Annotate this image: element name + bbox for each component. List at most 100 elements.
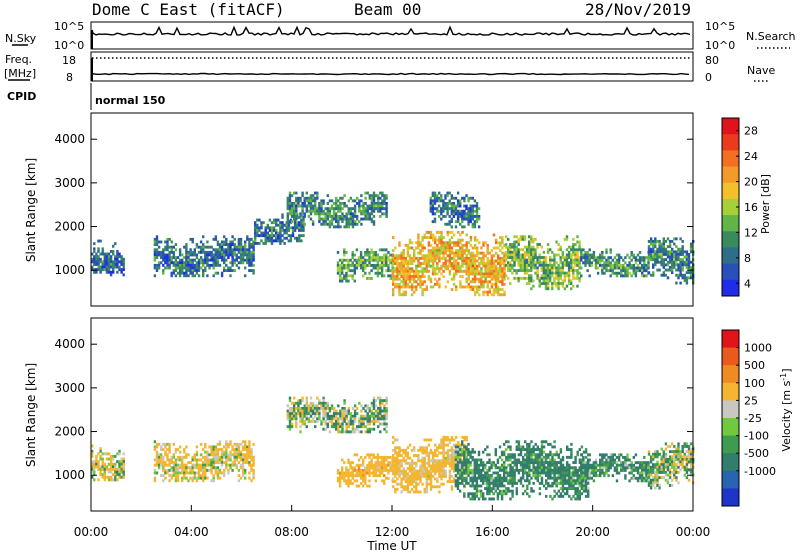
- echo-cell: [93, 478, 96, 482]
- echo-cell: [438, 259, 441, 263]
- echo-cell: [465, 455, 468, 459]
- echo-cell: [208, 250, 211, 254]
- echo-cell: [471, 204, 474, 208]
- echo-cell: [450, 204, 453, 208]
- echo-cell: [118, 465, 121, 469]
- echo-cell: [438, 209, 441, 213]
- echo-cell: [641, 274, 644, 278]
- echo-cell: [396, 472, 399, 476]
- echo-cell: [647, 271, 651, 275]
- echo-cell: [673, 260, 676, 264]
- echo-cell: [295, 414, 298, 418]
- echo-cell: [415, 280, 418, 284]
- echo-cell: [275, 239, 278, 243]
- echo-cell: [176, 471, 180, 475]
- echo-cell: [624, 274, 627, 278]
- echo-cell: [206, 250, 209, 254]
- echo-cell: [580, 251, 583, 254]
- echo-cell: [469, 204, 472, 208]
- echo-cell: [239, 463, 243, 467]
- echo-cell: [452, 277, 456, 281]
- echo-cell: [322, 414, 325, 418]
- echo-cell: [210, 450, 213, 454]
- echo-cell: [440, 194, 443, 198]
- echo-cell: [421, 451, 424, 455]
- echo-cell: [343, 471, 346, 475]
- echo-cell: [652, 255, 655, 259]
- echo-cell: [440, 217, 443, 221]
- echo-cell: [525, 250, 529, 254]
- echo-cell: [206, 461, 209, 464]
- echo-cell: [157, 261, 161, 265]
- echo-cell: [248, 476, 251, 480]
- echo-cell: [469, 453, 472, 457]
- echo-cell: [246, 453, 249, 457]
- echo-cell: [415, 474, 418, 478]
- echo-cell: [586, 269, 589, 273]
- echo-cell: [440, 459, 443, 463]
- echo-cell: [214, 256, 217, 259]
- echo-cell: [318, 207, 321, 211]
- echo-cell: [425, 451, 428, 455]
- echo-cell: [394, 259, 397, 263]
- echo-cell: [392, 485, 395, 489]
- echo-cell: [343, 266, 346, 270]
- echo-cell: [429, 485, 433, 489]
- echo-cell: [227, 442, 230, 446]
- echo-cell: [486, 267, 489, 271]
- echo-cell: [413, 448, 416, 452]
- echo-cell: [212, 458, 215, 462]
- echo-cell: [436, 230, 439, 234]
- echo-cell: [559, 282, 562, 285]
- echo-cell: [351, 482, 354, 485]
- echo-cell: [191, 258, 194, 262]
- echo-cell: [372, 420, 376, 423]
- echo-cell: [114, 475, 117, 479]
- echo-cell: [398, 464, 401, 468]
- echo-cell: [374, 409, 378, 413]
- echo-cell: [212, 461, 215, 464]
- echo-cell: [295, 199, 298, 203]
- echo-cell: [660, 273, 663, 277]
- freq-trace: [91, 72, 690, 76]
- echo-cell: [455, 454, 458, 457]
- echo-cell: [366, 453, 369, 457]
- echo-cell: [538, 284, 541, 288]
- echo-cell: [538, 261, 541, 265]
- echo-cell: [638, 261, 642, 265]
- echo-cell: [185, 274, 188, 278]
- echo-cell: [189, 261, 192, 265]
- echo-cell: [225, 240, 228, 244]
- echo-cell: [477, 471, 481, 475]
- echo-cell: [231, 243, 234, 246]
- echo-cell: [446, 209, 449, 213]
- echo-cell: [503, 463, 506, 467]
- echo-cell: [400, 285, 403, 289]
- echo-cell: [461, 243, 464, 247]
- echo-cell: [95, 255, 98, 259]
- echo-cell: [296, 239, 299, 243]
- echo-cell: [107, 268, 111, 272]
- echo-cell: [341, 220, 344, 224]
- echo-cell: [473, 262, 477, 265]
- echo-cell: [364, 479, 367, 483]
- echo-cell: [400, 267, 403, 271]
- echo-cell: [320, 407, 323, 410]
- echo-cell: [557, 253, 560, 257]
- echo-cell: [427, 451, 431, 455]
- echo-cell: [408, 275, 412, 278]
- echo-cell: [532, 245, 535, 249]
- echo-cell: [617, 256, 621, 260]
- echo-cell: [444, 464, 447, 468]
- echo-cell: [362, 258, 365, 262]
- echo-cell: [456, 209, 460, 213]
- echo-cell: [433, 194, 437, 198]
- echo-cell: [341, 279, 344, 283]
- echo-cell: [656, 255, 659, 259]
- echo-cell: [364, 476, 367, 480]
- echo-cell: [208, 445, 211, 449]
- echo-cell: [567, 263, 571, 267]
- echo-cell: [413, 480, 416, 483]
- echo-cell: [486, 293, 489, 297]
- echo-cell: [452, 267, 456, 271]
